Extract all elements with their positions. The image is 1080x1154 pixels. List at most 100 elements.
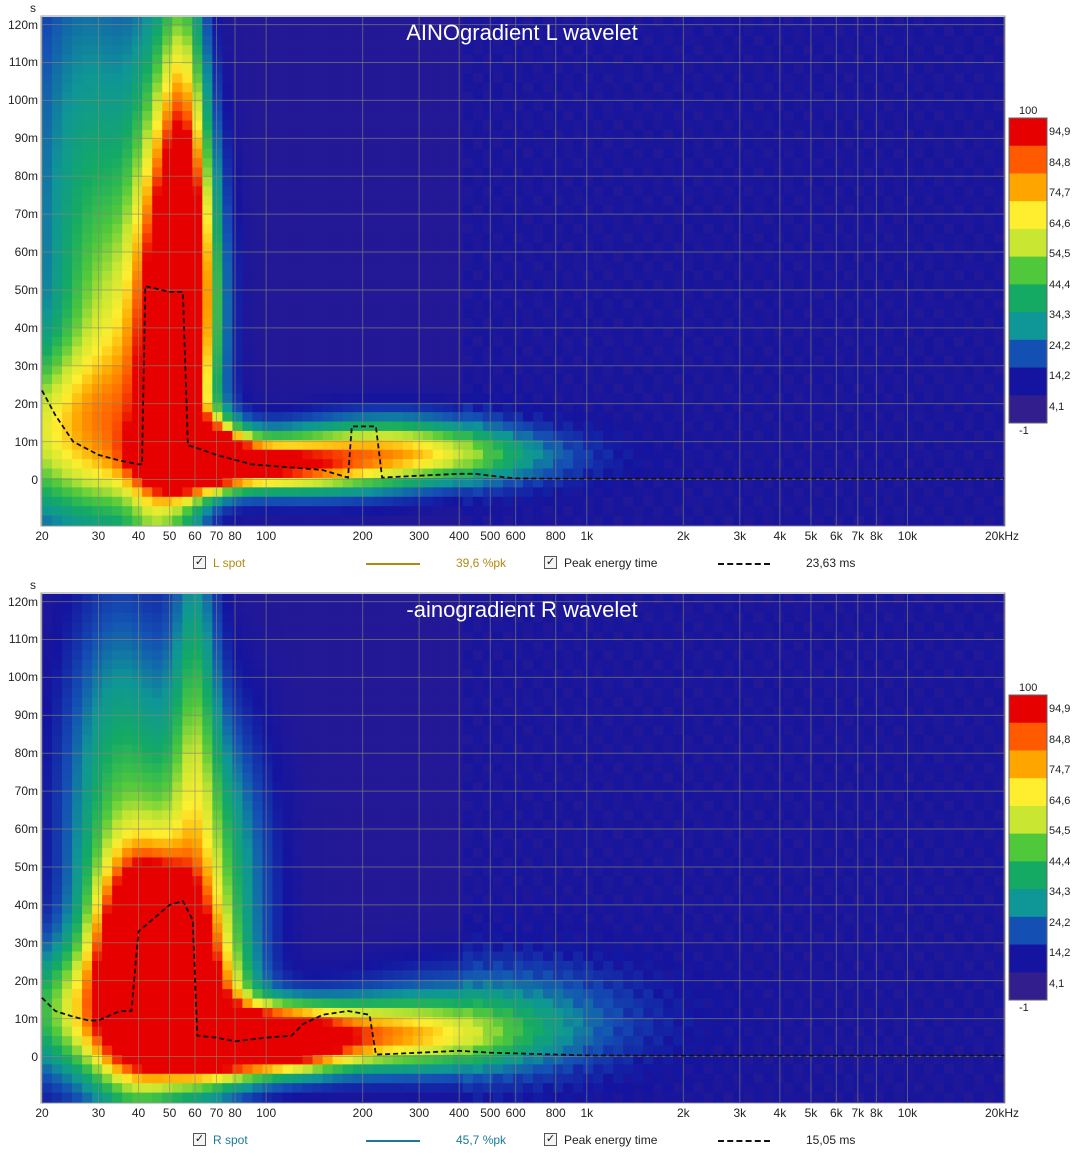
heatmap-cell [212, 54, 223, 65]
heatmap-cell [312, 82, 324, 93]
heatmap-cell [623, 271, 634, 282]
heatmap-cell [693, 101, 704, 112]
heatmap-cell [573, 468, 584, 479]
heatmap-cell [52, 139, 63, 150]
heatmap-cell [192, 158, 203, 169]
heatmap-cell [442, 101, 454, 112]
heatmap-cell [833, 506, 845, 517]
heatmap-cell [523, 383, 534, 394]
heatmap-cell [623, 233, 634, 244]
heatmap-cell [72, 393, 83, 404]
heatmap-cell [272, 477, 284, 488]
heatmap-cell [933, 299, 945, 310]
heatmap-cell [803, 129, 815, 140]
heatmap-cell [202, 412, 213, 423]
heatmap-cell [452, 449, 464, 460]
heatmap-cell [773, 54, 785, 65]
heatmap-cell [713, 205, 725, 216]
heatmap-cell [402, 355, 414, 366]
heatmap-cell [643, 412, 654, 423]
heatmap-cell [653, 449, 664, 460]
heatmap-cell [92, 468, 103, 479]
heatmap-cell [673, 73, 684, 84]
heatmap-cell [823, 365, 835, 376]
heatmap-cell [773, 468, 785, 479]
heatmap-cell [302, 506, 314, 517]
heatmap-cell [523, 487, 534, 498]
heatmap-cell [162, 176, 173, 187]
heatmap-cell [182, 299, 193, 310]
heatmap-cell [482, 120, 494, 131]
heatmap-cell [172, 167, 183, 178]
heatmap-cell [152, 205, 163, 216]
heatmap-cell [593, 365, 604, 376]
heatmap-cell [352, 459, 364, 470]
heatmap-cell [583, 64, 594, 75]
heatmap-cell [703, 73, 714, 84]
heatmap-cell [763, 468, 775, 479]
heatmap-cell [773, 35, 785, 46]
heatmap-cell [452, 477, 464, 488]
heatmap-cell [653, 440, 664, 451]
heatmap-cell [322, 280, 334, 291]
heatmap-cell [312, 148, 324, 159]
heatmap-cell [923, 459, 935, 470]
heatmap-cell [733, 412, 745, 423]
heatmap-cell [803, 271, 815, 282]
heatmap-cell [603, 308, 614, 319]
heatmap-cell [472, 515, 484, 526]
heatmap-cell [893, 487, 905, 498]
heatmap-cell [152, 496, 163, 507]
heatmap-cell [322, 412, 334, 423]
heatmap-cell [372, 355, 384, 366]
heatmap-cell [142, 308, 153, 319]
heatmap-cell [713, 496, 725, 507]
heatmap-cell [332, 148, 344, 159]
heatmap-cell [653, 383, 664, 394]
heatmap-cell [102, 468, 113, 479]
heatmap-cell [803, 374, 815, 385]
heatmap-cell [883, 374, 895, 385]
heatmap-cell [152, 26, 163, 37]
heatmap-cell [142, 223, 153, 234]
heatmap-cell [683, 402, 694, 413]
heatmap-cell [422, 223, 434, 234]
heatmap-cell [342, 412, 354, 423]
heatmap-cell [643, 280, 654, 291]
heatmap-cell [102, 176, 113, 187]
heatmap-cell [953, 92, 965, 103]
heatmap-cell [352, 261, 364, 272]
heatmap-cell [482, 167, 494, 178]
heatmap-cell [653, 26, 664, 37]
heatmap-cell [943, 289, 955, 300]
heatmap-cell [42, 35, 53, 46]
heatmap-cell [803, 35, 815, 46]
heatmap-cell [533, 195, 544, 206]
heatmap-cell [332, 271, 344, 282]
heatmap-cell [392, 506, 404, 517]
heatmap-cell [302, 45, 314, 56]
heatmap-cell [673, 54, 684, 65]
heatmap-cell [773, 374, 785, 385]
heatmap-cell [152, 195, 163, 206]
heatmap-cell [382, 73, 394, 84]
heatmap-cell [603, 73, 614, 84]
heatmap-cell [192, 402, 203, 413]
heatmap-cell [412, 496, 424, 507]
heatmap-cell [352, 73, 364, 84]
heatmap-cell [753, 167, 765, 178]
heatmap-cell [272, 374, 284, 385]
heatmap-cell [623, 515, 634, 526]
heatmap-cell [312, 195, 324, 206]
heatmap-cell [512, 308, 524, 319]
heatmap-cell [703, 289, 714, 300]
heatmap-cell [753, 101, 765, 112]
heatmap-cell [62, 449, 73, 460]
heatmap-cell [673, 252, 684, 263]
heatmap-cell [723, 412, 735, 423]
heatmap-cell [92, 205, 103, 216]
heatmap-cell [422, 449, 434, 460]
heatmap-cell [452, 383, 464, 394]
heatmap-cell [122, 92, 133, 103]
heatmap-cell [202, 139, 213, 150]
